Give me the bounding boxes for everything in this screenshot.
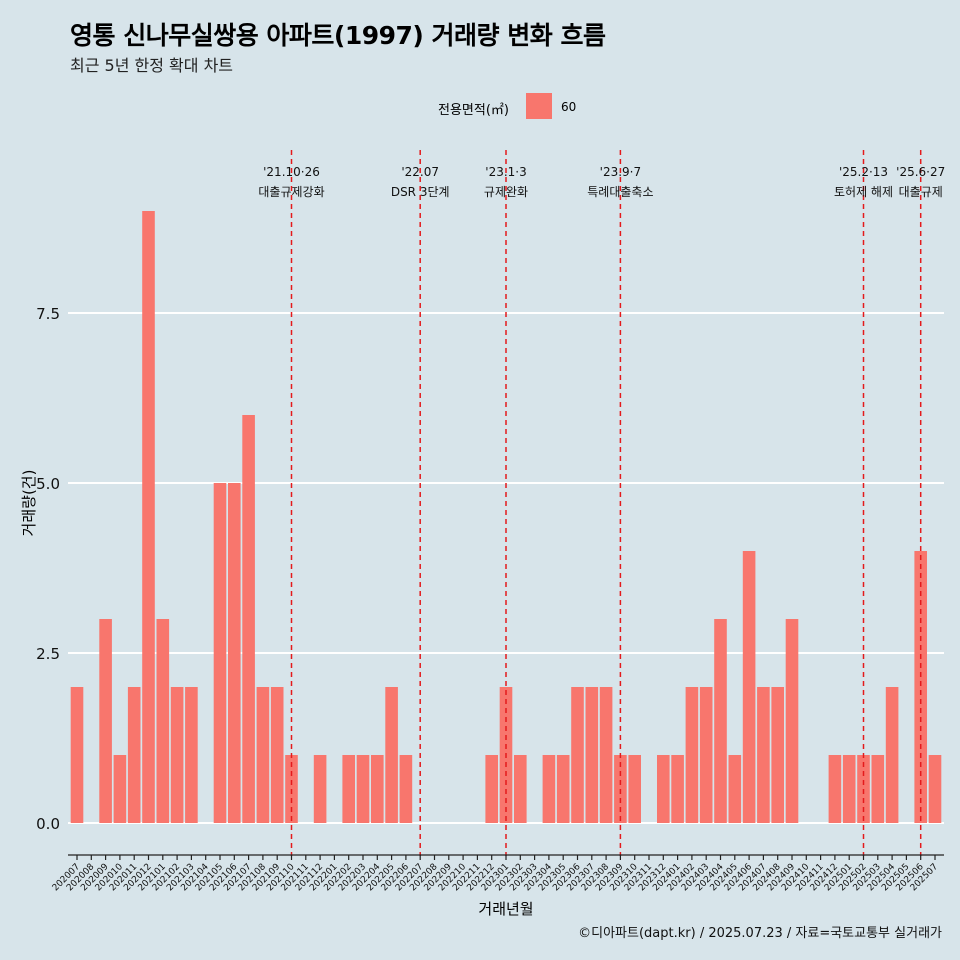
vline-layer [290,150,922,856]
bar [914,551,927,823]
bar [485,755,498,823]
annotation-layer: '21.10·26 대출규제강화 '22.07 DSR 3단계 '23.1·3 규제완화 '… [258,165,945,199]
bar [628,755,641,823]
bar [871,755,885,823]
annotation-date: '25.2·13 [839,165,888,179]
bar [313,755,327,823]
bar [928,755,942,823]
bar-layer [70,211,942,823]
bar [99,619,112,823]
bar [757,687,770,823]
bar [542,755,556,823]
y-axis-label: 거래량(건) [20,470,38,537]
bar [185,687,198,823]
legend-title: 전용면적(㎡) [438,103,509,118]
bar [170,687,184,823]
bar [685,687,699,823]
bar [514,755,527,823]
x-axis-label: 거래년월 [478,900,533,918]
annotation-text: DSR 3단계 [391,185,450,199]
bar [828,755,842,823]
bar [399,755,413,823]
chart-subtitle: 최근 5년 한정 확대 차트 [70,56,234,75]
bar [785,619,799,823]
bar [270,687,284,823]
annotation-text: 규제완화 [484,185,528,199]
annotation-text: 토허제 해제 [834,185,893,199]
legend: 전용면적(㎡) 60 [0,93,960,121]
bar [371,755,384,823]
y-tick-label: 5.0 [36,475,60,493]
bar [242,415,255,823]
annotation-text: 특례대출축소 [587,185,653,199]
bar [714,619,727,823]
y-tick-label: 2.5 [36,645,60,663]
chart-title: 영통 신나무실쌍용 아파트(1997) 거래량 변화 흐름 [70,21,606,50]
annotation-date: '23.9·7 [600,165,641,179]
annotation-text: 대출규제 [899,185,943,199]
bar [771,687,784,823]
annotation-date: '21.10·26 [263,165,320,179]
bar [742,551,756,823]
bar [256,687,270,823]
bar [728,755,742,823]
y-tick-label: 0.0 [36,815,60,833]
bar [571,687,584,823]
bar [556,755,570,823]
bar [342,755,355,823]
bar [228,483,241,823]
bar [156,619,170,823]
bar [385,687,398,823]
bar [599,687,613,823]
annotation-text: 대출규제강화 [258,185,324,199]
bar [842,755,856,823]
annotation-date: '23.1·3 [485,165,526,179]
bar [657,755,670,823]
caption: ©디아파트(dapt.kr) / 2025.07.23 / 자료=국토교통부 실… [578,926,942,941]
bar [885,687,899,823]
legend-label: 60 [561,100,577,114]
annotation-date: '25.6·27 [896,165,945,179]
bar [699,687,713,823]
y-tick-label: 7.5 [36,305,60,323]
bar [213,483,227,823]
bar [113,755,127,823]
bar [356,755,370,823]
legend-swatch [526,93,552,119]
bar [142,211,155,823]
annotation-date: '22.07 [401,165,439,179]
bar [671,755,684,823]
bar [585,687,599,823]
bar [127,687,141,823]
bar [70,687,84,823]
